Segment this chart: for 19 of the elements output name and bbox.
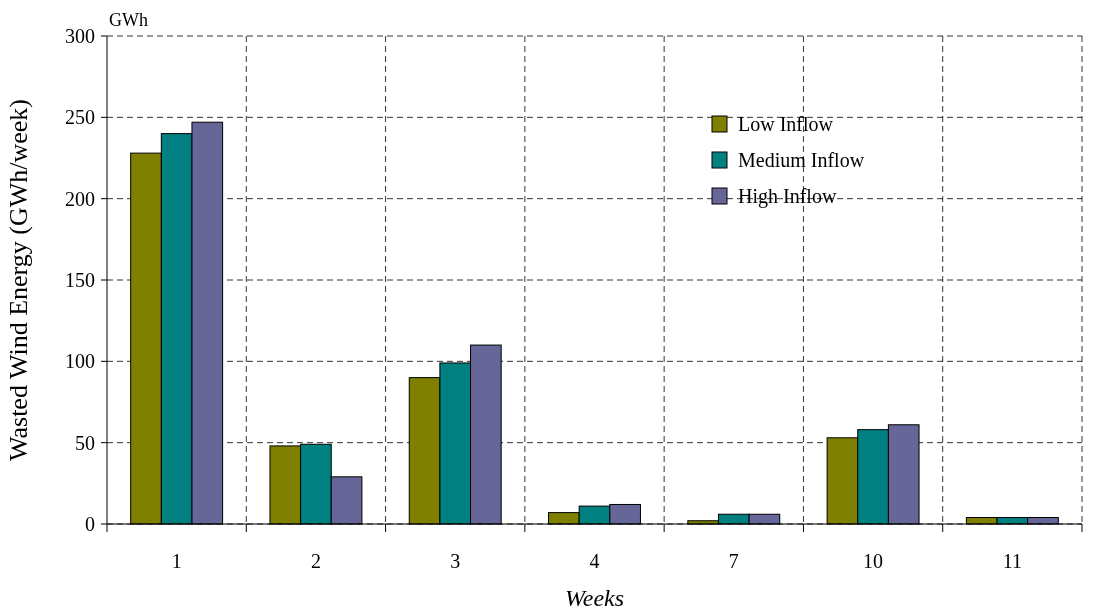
x-tick-label: 11 <box>1002 550 1022 572</box>
x-tick-label: 2 <box>310 550 321 572</box>
y-tick-label: 50 <box>75 431 95 454</box>
y-tick-label: 0 <box>85 513 95 535</box>
x-tick-label: 10 <box>863 550 884 572</box>
text: GWh <box>109 10 148 30</box>
y-tick-label: 250 <box>65 106 95 129</box>
y-tick-label: 300 <box>65 25 95 47</box>
y-tick-label: 150 <box>65 269 95 291</box>
x-tick-label: 3 <box>450 550 461 572</box>
legend-label: Medium Inflow <box>738 149 865 171</box>
x-tick-label: 7 <box>728 550 739 572</box>
x-tick-label: 1 <box>171 550 182 572</box>
y-tick-label: 200 <box>65 187 95 210</box>
x-tick-label: 4 <box>589 550 600 572</box>
x-axis-title: Weeks <box>564 585 625 611</box>
legend-label: Low Inflow <box>738 113 834 135</box>
y-tick-label: 100 <box>65 350 95 373</box>
y-axis-title: Wasted Wind Energy (GWh/week) <box>4 99 33 461</box>
